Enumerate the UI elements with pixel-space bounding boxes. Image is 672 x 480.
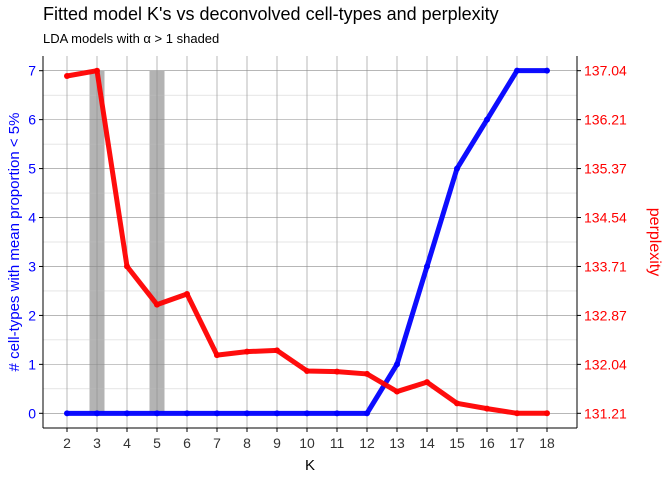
y-right-tick-label: 133.71 [584,258,627,274]
data-point-right [544,410,550,417]
data-point-right [514,410,520,417]
data-point-left [544,67,550,74]
y-left-tick-label: 6 [28,112,36,128]
y-right-tick-label: 132.04 [584,356,627,372]
y-left-tick-label: 5 [28,161,36,177]
y-left-tick-label: 1 [28,356,36,372]
y-axis-right-label: perplexity [646,208,663,276]
data-point-right [154,301,160,308]
x-tick-label: 6 [183,435,191,451]
y-left-tick-label: 3 [28,258,36,274]
data-point-left [364,410,370,417]
data-point-right [124,263,130,270]
x-tick-label: 7 [213,435,221,451]
data-point-left [484,116,490,123]
series-lines [64,67,550,417]
data-point-right [274,347,280,354]
data-point-right [364,370,370,377]
data-point-right [424,379,430,386]
y-right-tick-label: 137.04 [584,63,627,79]
data-point-left [514,67,520,74]
x-tick-label: 4 [123,435,131,451]
data-point-left [154,410,160,417]
data-point-right [64,72,70,79]
data-point-left [424,263,430,270]
data-point-left [244,410,250,417]
data-point-left [124,410,130,417]
data-point-right [184,291,190,298]
data-point-left [274,410,280,417]
y-right-tick-label: 132.87 [584,307,627,323]
x-tick-label: 17 [509,435,525,451]
y-left-tick-label: 2 [28,307,36,323]
x-tick-label: 14 [419,435,435,451]
data-point-left [64,410,70,417]
x-tick-label: 11 [330,435,345,451]
data-point-left [184,410,190,417]
x-axis-label: K [305,457,315,474]
x-tick-label: 13 [389,435,405,451]
x-tick-label: 5 [153,435,161,451]
y-left-tick-label: 4 [28,210,36,226]
data-point-left [304,410,310,417]
data-point-left [394,361,400,368]
x-tick-label: 8 [243,435,251,451]
data-point-right [454,400,460,407]
y-right-tick-label: 135.37 [584,161,627,177]
x-tick-label: 2 [63,435,71,451]
data-point-right [244,348,250,355]
x-tick-label: 16 [479,435,495,451]
x-tick-label: 10 [299,435,315,451]
x-tick-label: 18 [539,435,555,451]
x-tick-label: 12 [359,435,375,451]
data-point-right [94,67,100,74]
y-right-tick-label: 131.21 [584,405,627,421]
data-point-left [334,410,340,417]
y-axis-left-label: # cell-types with mean proportion < 5% [6,113,23,372]
data-point-right [334,368,340,375]
data-point-right [394,388,400,395]
chart-title: Fitted model K's vs deconvolved cell-typ… [43,4,499,24]
y-right-tick-label: 134.54 [584,210,627,226]
data-point-right [304,367,310,374]
chart-subtitle: LDA models with α > 1 shaded [43,31,220,46]
data-point-right [484,405,490,412]
data-point-left [94,410,100,417]
x-tick-label: 15 [449,435,465,451]
axes: 01234567131.21132.04132.87133.71134.5413… [28,56,627,451]
y-right-tick-label: 136.21 [584,112,627,128]
x-tick-label: 3 [93,435,101,451]
y-left-tick-label: 7 [28,63,36,79]
y-left-tick-label: 0 [28,405,36,421]
data-point-right [214,352,220,359]
data-point-left [454,165,460,172]
data-point-left [214,410,220,417]
x-tick-label: 9 [273,435,281,451]
